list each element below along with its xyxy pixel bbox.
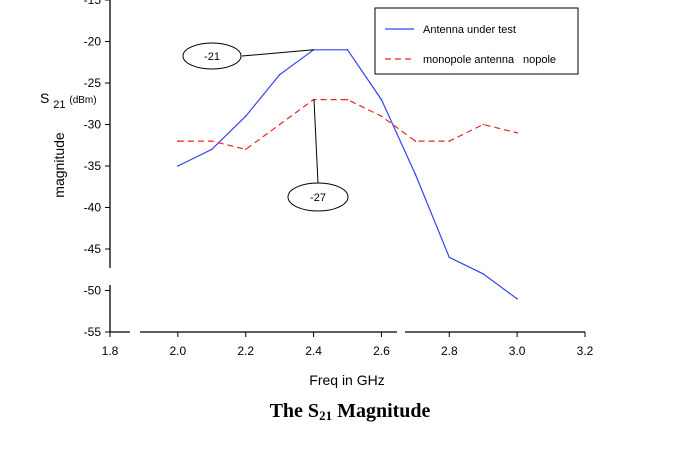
data-point	[244, 148, 247, 151]
data-point	[414, 140, 417, 142]
data-point	[516, 132, 518, 134]
y-tick-label: -40	[84, 201, 102, 215]
data-point	[177, 140, 179, 142]
y-axis-label: magnitude	[51, 132, 67, 198]
annotations: -21 -27	[182, 42, 349, 212]
callout-bubble	[182, 42, 242, 70]
data-point	[448, 140, 451, 142]
data-point	[244, 115, 247, 117]
callout-label: -27	[310, 192, 326, 204]
data-point	[482, 273, 485, 275]
data-point	[516, 298, 518, 300]
figure-caption: The S21 Magnitude	[269, 400, 431, 423]
y-axis-label-group: magnitude	[51, 132, 67, 198]
chart-svg: -15 -20 -25 -30 -35 -40 -45 -50 -551.8 2.0 2.2 2.4 2…	[40, 0, 594, 388]
y-tick-label: -35	[84, 159, 102, 173]
legend-box	[374, 7, 579, 75]
y-tick-label: -20	[84, 35, 102, 49]
y-axis-symbol: S 21 (dBm)	[40, 90, 97, 111]
x-tick-label: 2.4	[305, 344, 322, 358]
callout-leader	[313, 99, 319, 184]
callout-leader	[241, 49, 314, 57]
data-point	[210, 140, 213, 142]
legend: Antenna under test monopole antenna nopole	[374, 7, 579, 75]
y-tick-label: -55	[84, 325, 102, 339]
x-tick-label: 2.8	[441, 344, 458, 358]
data-point	[380, 115, 383, 117]
x-tick-label: 3.0	[509, 344, 526, 358]
x-tick-label: 1.8	[102, 344, 119, 358]
data-point	[380, 98, 383, 101]
legend-label: monopole antenna	[423, 54, 515, 66]
y-tick-label: -50	[84, 284, 102, 298]
y-tick-label: -45	[84, 242, 102, 256]
data-point	[346, 98, 349, 101]
data-point	[177, 165, 179, 167]
series-line-2	[177, 98, 518, 151]
series-line-1	[177, 49, 518, 300]
x-tick-label: 2.2	[237, 344, 254, 358]
y-tick-label: -30	[84, 118, 102, 132]
series-layer	[177, 49, 518, 300]
axes	[105, 0, 586, 337]
data-point	[482, 123, 485, 126]
callout-label: -21	[204, 51, 220, 63]
data-point	[414, 173, 417, 176]
x-tick-label: 2.6	[373, 344, 390, 358]
data-point	[210, 148, 213, 151]
data-point	[448, 256, 451, 259]
y-tick-label: -25	[84, 76, 102, 90]
legend-extra-text: nopole	[523, 54, 556, 66]
y-tick-label: -15	[84, 0, 102, 7]
callout-bubble	[287, 182, 349, 212]
x-tick-label: 3.2	[577, 344, 594, 358]
legend-label: Antenna under test	[423, 24, 516, 36]
x-axis-label: Freq in GHz	[309, 372, 384, 388]
data-point	[278, 123, 281, 126]
data-point	[278, 73, 281, 76]
x-tick-label: 2.0	[170, 344, 187, 358]
tick-labels: -15 -20 -25 -30 -35 -40 -45 -50 -551.8 2.0 2.2 2.4 2…	[84, 0, 594, 358]
data-point	[346, 49, 349, 51]
